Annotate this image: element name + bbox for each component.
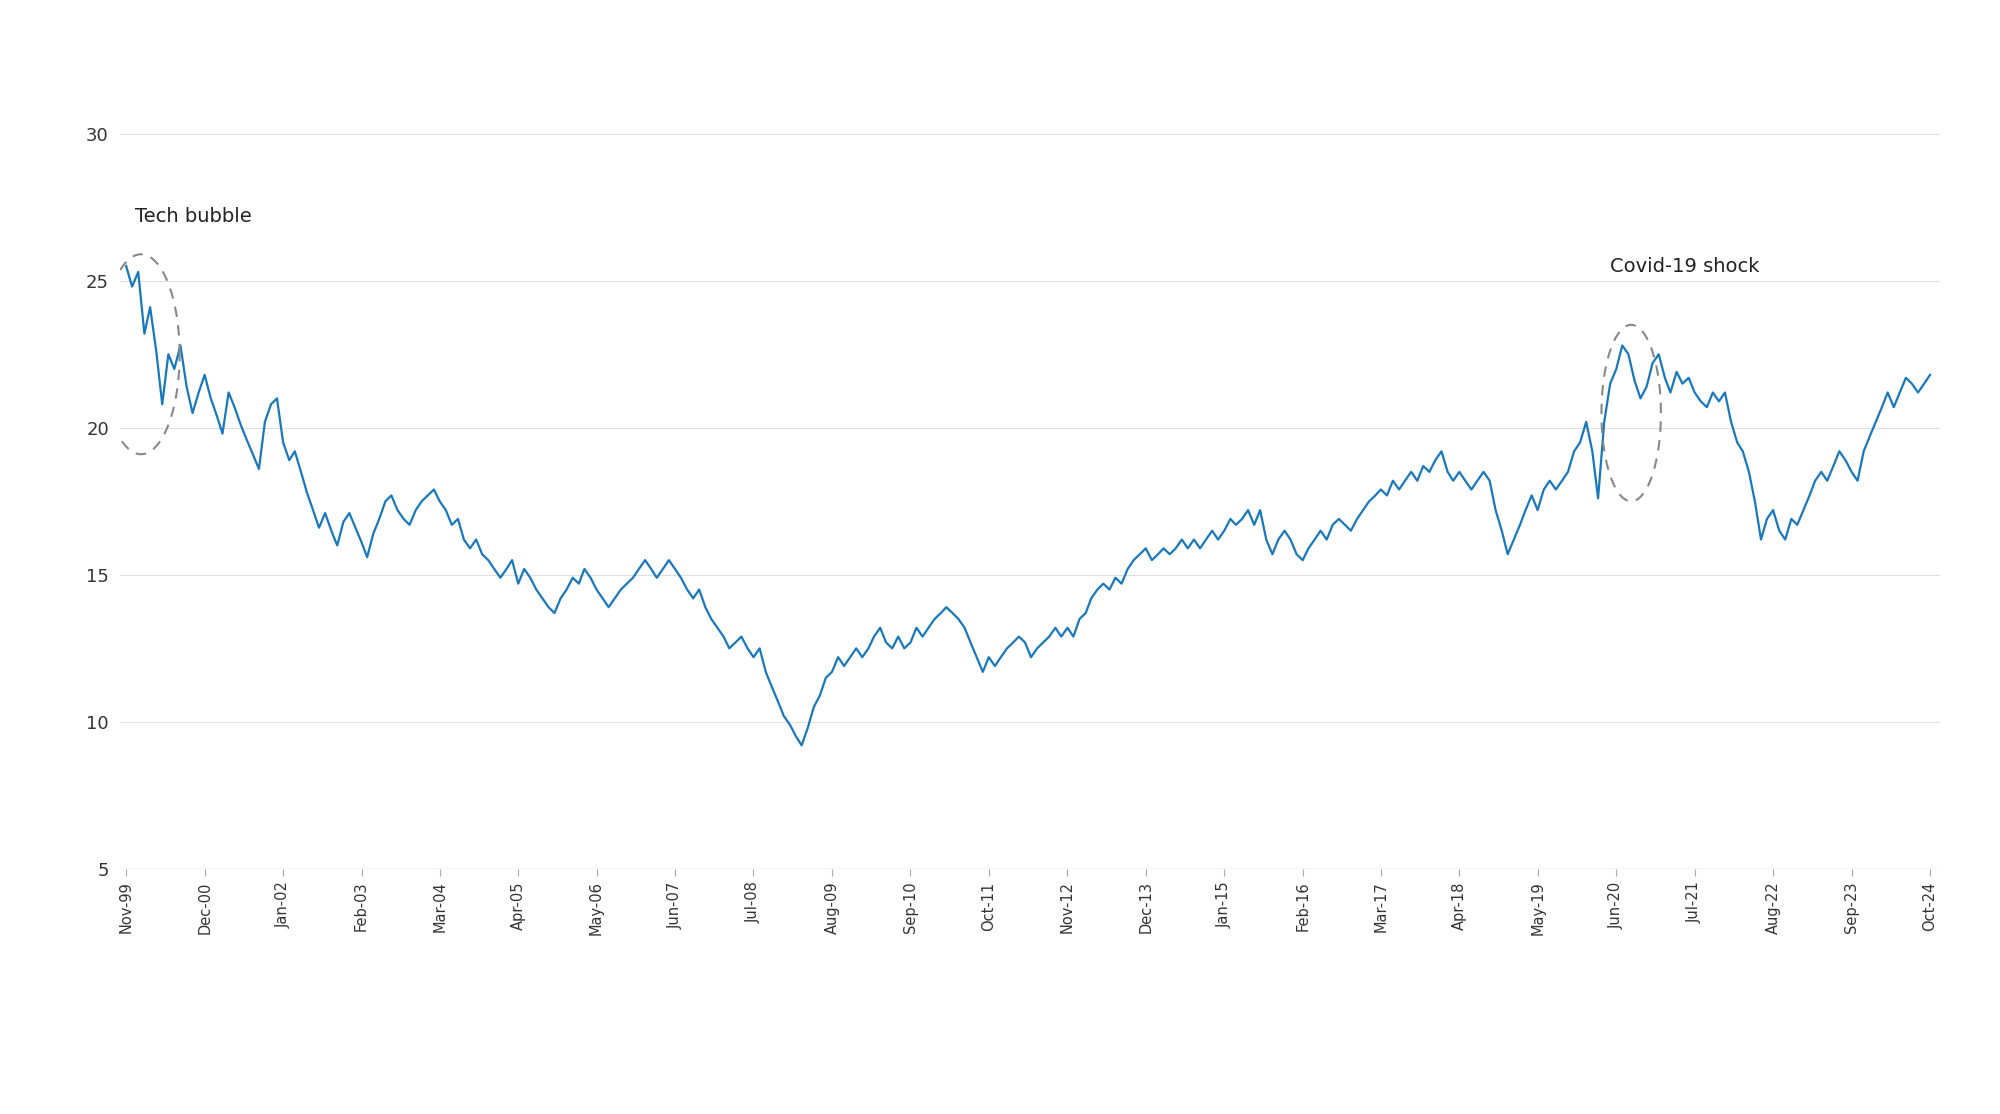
Text: Covid-19 shock: Covid-19 shock	[1610, 256, 1760, 275]
Text: Tech bubble: Tech bubble	[134, 206, 252, 225]
